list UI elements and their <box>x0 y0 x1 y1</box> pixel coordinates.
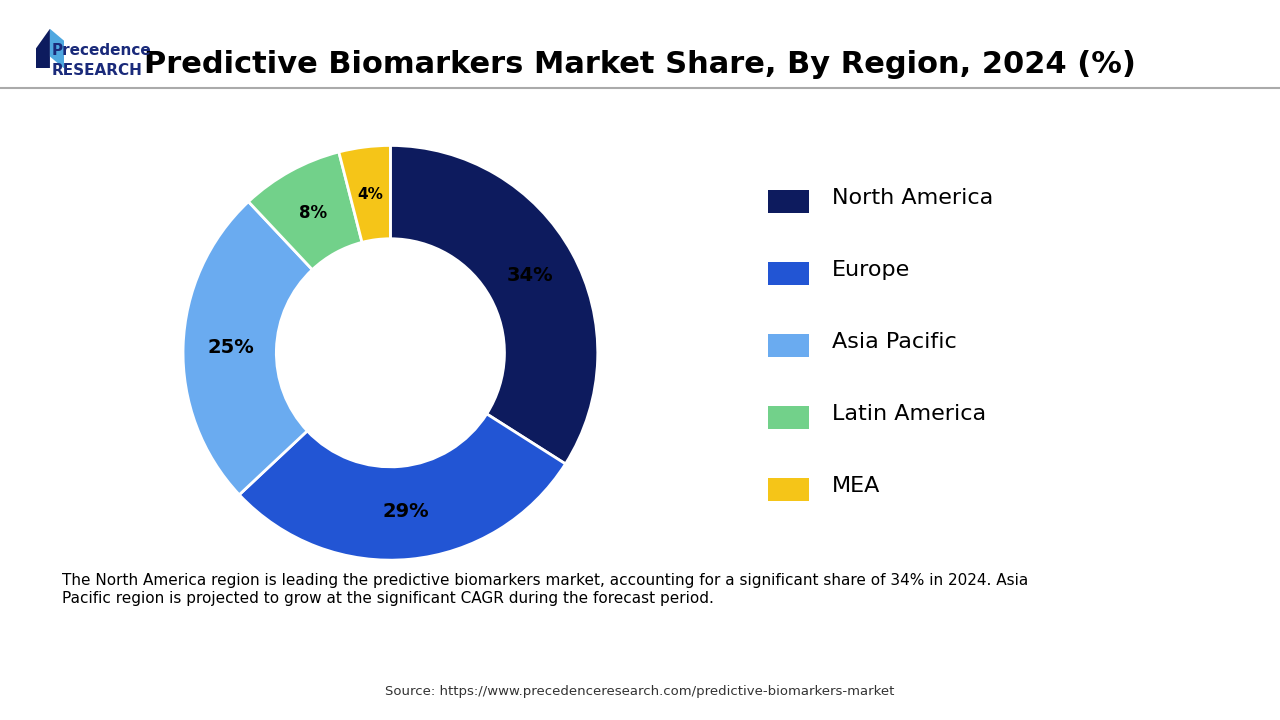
Text: MEA: MEA <box>832 476 881 496</box>
Text: Source: https://www.precedenceresearch.com/predictive-biomarkers-market: Source: https://www.precedenceresearch.c… <box>385 685 895 698</box>
Wedge shape <box>239 414 566 560</box>
Text: Precedence
RESEARCH: Precedence RESEARCH <box>51 43 151 78</box>
Polygon shape <box>36 29 50 68</box>
Wedge shape <box>390 145 598 464</box>
Text: 29%: 29% <box>383 503 429 521</box>
Text: 25%: 25% <box>207 338 255 357</box>
Wedge shape <box>183 202 312 495</box>
Text: 4%: 4% <box>357 187 383 202</box>
Polygon shape <box>50 29 64 68</box>
Wedge shape <box>248 152 362 270</box>
Text: Asia Pacific: Asia Pacific <box>832 332 956 352</box>
Text: The North America region is leading the predictive biomarkers market, accounting: The North America region is leading the … <box>63 573 1029 606</box>
Text: 8%: 8% <box>300 204 328 222</box>
Text: Latin America: Latin America <box>832 404 986 424</box>
Text: Europe: Europe <box>832 260 910 280</box>
Text: North America: North America <box>832 188 993 208</box>
Text: 34%: 34% <box>507 266 554 285</box>
Text: Predictive Biomarkers Market Share, By Region, 2024 (%): Predictive Biomarkers Market Share, By R… <box>145 50 1135 79</box>
Wedge shape <box>339 145 390 243</box>
